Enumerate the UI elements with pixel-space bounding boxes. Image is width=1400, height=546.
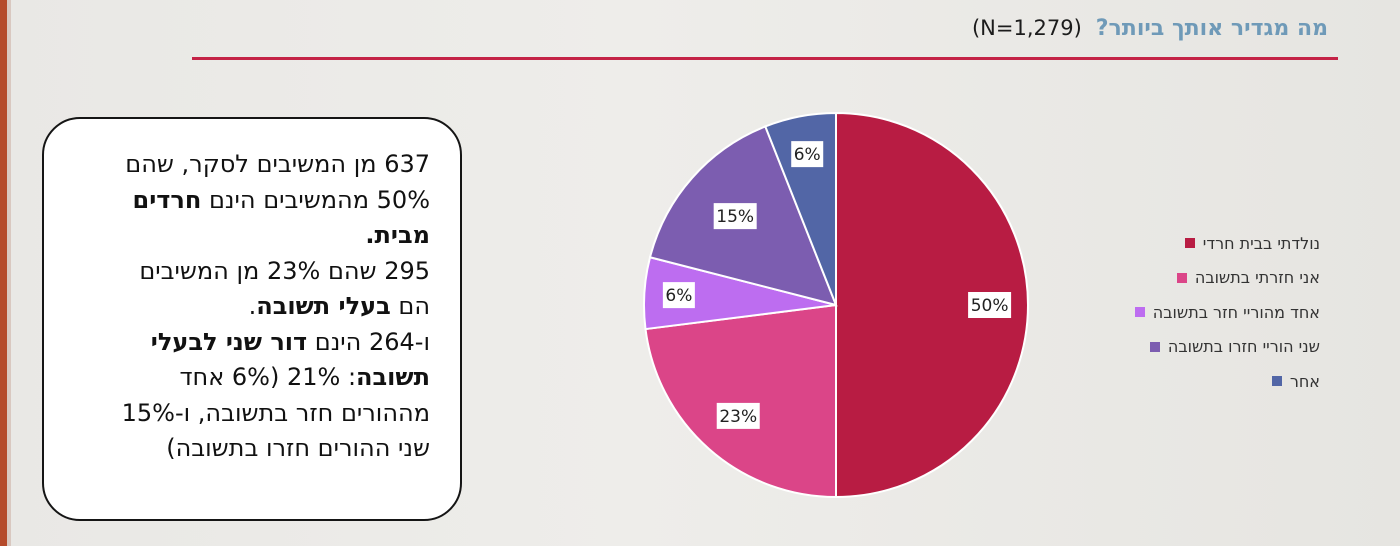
- pie-label-2: 23%: [719, 407, 757, 427]
- note-line-4: 295 שהם 23% מן המשיבים: [139, 256, 430, 285]
- slide-title: מה מגדיר אותך ביותר? (N=1,279): [972, 10, 1328, 46]
- note-line-2-text: 50% מהמשיבים הינם: [201, 185, 430, 214]
- note-line-9: שני ההורים חזרו בתשובה): [166, 434, 430, 462]
- legend-label-5: אחר: [1289, 371, 1320, 391]
- title-sample-size: (N=1,279): [971, 16, 1082, 40]
- note-line-6: ו-264 הינם דור שני לבעלי: [68, 325, 430, 361]
- pie-label-box-4: [713, 203, 757, 230]
- note-line-5-bold: בעלי תשובה: [256, 292, 391, 320]
- pie-label-box-2: [716, 402, 760, 429]
- legend-item-4: שני הוריי חזרו בתשובה: [1080, 330, 1320, 365]
- note-line-5-text: הם: [390, 292, 430, 320]
- legend-swatch-3: [1134, 307, 1145, 318]
- title-underline: [192, 57, 1338, 60]
- note-line-6-text: ו-264 הינם: [307, 327, 430, 356]
- left-accent-stripe-light: [7, 0, 11, 546]
- note-line-7-text: : 21% (6% אחד: [179, 363, 357, 391]
- legend-swatch-2: [1176, 272, 1187, 283]
- chart-legend: נולדתי בבית חרדי אני חזרתי בתשובה אחד מהור…: [1080, 226, 1320, 399]
- note-line-2-bold: חרדים: [132, 185, 202, 214]
- note-line-6-bold: דור שני לבעלי: [150, 327, 308, 356]
- note-line-3-bold: מבית.: [365, 221, 430, 249]
- note-line-5: הם בעלי תשובה.: [68, 289, 430, 325]
- legend-label-3: אחד מהוריי חזר בתשובה: [1152, 302, 1320, 322]
- pie-slice-1: [835, 111, 1029, 499]
- legend-swatch-5: [1271, 376, 1282, 387]
- summary-note-box: 637 מן המשיבים לסקר, שהם 50% מהמשיבים הי…: [42, 117, 462, 521]
- note-line-1: 637 מן המשיבים לסקר, שהם: [125, 150, 430, 178]
- legend-item-2: אני חזרתי בתשובה: [1080, 261, 1320, 296]
- legend-item-5: אחר: [1080, 364, 1320, 399]
- legend-swatch-4: [1149, 341, 1160, 352]
- legend-item-3: אחד מהוריי חזר בתשובה: [1080, 295, 1320, 330]
- title-question: מה מגדיר אותך ביותר?: [1095, 15, 1328, 41]
- legend-swatch-1: [1184, 238, 1195, 249]
- legend-label-2: אני חזרתי בתשובה: [1194, 268, 1320, 288]
- pie-label-1: 50%: [971, 296, 1009, 316]
- note-line-8: מההורים חזר בתשובה, ו-15%: [121, 398, 430, 427]
- note-line-5-end: .: [248, 292, 257, 320]
- pie-label-box-1: [968, 292, 1012, 318]
- note-line-3: מבית.: [68, 218, 430, 254]
- pie-label-box-5: [791, 141, 824, 168]
- pie-label-box-3: [662, 282, 695, 309]
- pie-slice-2: [644, 303, 837, 499]
- note-line-7: תשובה: 21% (6% אחד: [68, 360, 430, 396]
- legend-label-4: שני הוריי חזרו בתשובה: [1167, 337, 1320, 357]
- left-accent-stripe: [0, 0, 7, 546]
- legend-item-1: נולדתי בבית חרדי: [1080, 226, 1320, 261]
- pie-label-4: 15%: [716, 207, 754, 227]
- pie-label-5: 6%: [794, 145, 821, 165]
- note-line-7-bold: תשובה: [356, 363, 430, 391]
- pie-label-3: 6%: [665, 286, 692, 306]
- legend-label-1: נולדתי בבית חרדי: [1202, 233, 1320, 253]
- note-line-2: 50% מהמשיבים הינם חרדים: [68, 183, 430, 219]
